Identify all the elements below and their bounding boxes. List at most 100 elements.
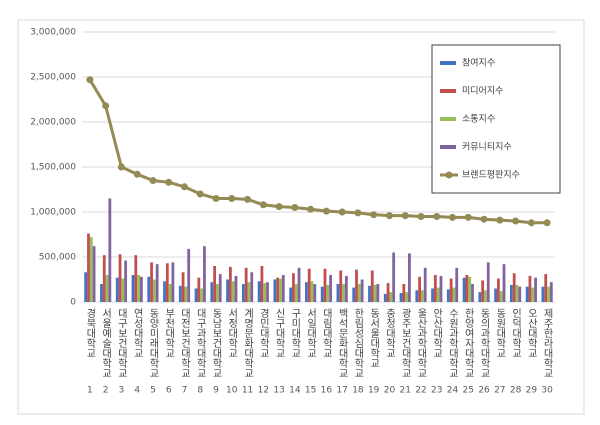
- rank-label: 12: [258, 386, 269, 396]
- x-tick-label: 대림대학교: [320, 308, 332, 358]
- bar: [436, 287, 440, 302]
- bar: [260, 266, 264, 302]
- bar: [171, 262, 175, 302]
- bar: [131, 275, 135, 302]
- bar: [118, 254, 122, 302]
- line-marker: [385, 212, 393, 220]
- line-marker: [196, 190, 204, 198]
- bar: [502, 264, 506, 302]
- bar: [486, 262, 490, 302]
- rank-label: 23: [431, 386, 442, 396]
- x-tick-label: 오산대학교: [525, 308, 537, 358]
- rank-label: 29: [526, 386, 538, 396]
- x-tick-label: 대구과학대학교: [194, 308, 206, 378]
- bar: [370, 270, 374, 302]
- bar: [213, 266, 217, 302]
- bar: [168, 284, 172, 302]
- rank-label: 28: [510, 386, 522, 396]
- legend-label: 소통지수: [462, 114, 495, 125]
- bar: [226, 279, 229, 302]
- bar: [320, 286, 324, 302]
- bar: [250, 272, 254, 302]
- bar: [481, 280, 485, 302]
- bar: [216, 284, 219, 302]
- x-tick-label: 경민대학교: [257, 307, 269, 358]
- bar: [115, 277, 119, 302]
- x-tick-label: 서울예술대학교: [100, 308, 112, 378]
- bar: [342, 284, 345, 302]
- bar: [405, 292, 409, 302]
- y-tick-label: 500,000: [39, 253, 76, 263]
- bar: [89, 237, 93, 302]
- bar: [352, 287, 356, 302]
- rank-label: 16: [321, 386, 333, 396]
- bar: [515, 284, 519, 302]
- bar: [462, 277, 466, 302]
- bar: [87, 233, 90, 302]
- line-marker: [307, 205, 315, 213]
- rank-label: 21: [399, 386, 410, 396]
- bar: [276, 277, 280, 302]
- rank-label: 3: [119, 386, 125, 396]
- line-marker: [354, 209, 362, 217]
- bar: [408, 253, 411, 302]
- bar: [528, 275, 532, 302]
- x-tick-label: 서정대학교: [226, 308, 238, 358]
- x-tick-label: 한양여자대학교: [462, 308, 474, 378]
- x-tick-label: 대전보건대학교: [178, 308, 190, 378]
- bar: [455, 267, 459, 302]
- bar: [155, 264, 159, 302]
- bar: [294, 284, 298, 302]
- bar: [200, 288, 204, 302]
- line-marker: [496, 216, 504, 224]
- bar: [329, 275, 332, 302]
- bar: [194, 288, 198, 302]
- x-tick-label: 울산과학대학교: [415, 308, 427, 378]
- line-marker: [244, 195, 252, 203]
- bar: [163, 281, 166, 302]
- bar: [307, 268, 311, 302]
- rank-label: 9: [213, 386, 219, 396]
- bar: [137, 275, 140, 302]
- bar: [383, 293, 387, 302]
- line-marker: [338, 208, 346, 216]
- x-tick-label: 수원과학대학교: [447, 308, 459, 378]
- rank-label: 17: [336, 386, 347, 396]
- line-marker: [133, 170, 141, 178]
- rank-label: 6: [166, 386, 172, 396]
- bar: [465, 275, 469, 302]
- y-tick-label: 2,500,000: [30, 73, 76, 83]
- bar: [108, 198, 112, 302]
- line-marker: [165, 178, 173, 186]
- bar: [105, 275, 109, 302]
- bar: [305, 282, 308, 302]
- line-marker: [512, 217, 520, 225]
- bar: [360, 279, 364, 302]
- bar: [231, 281, 235, 302]
- bar: [228, 266, 232, 302]
- rank-label: 13: [273, 386, 284, 396]
- x-tick-label: 안산대학교: [431, 308, 443, 358]
- rank-label: 25: [463, 386, 474, 396]
- bar: [84, 272, 88, 302]
- bar: [323, 268, 327, 302]
- rank-label: 24: [447, 386, 459, 396]
- bar: [244, 267, 248, 302]
- x-tick-label: 대구보건대학교: [115, 308, 127, 378]
- x-tick-label: 동양미래대학교: [147, 308, 159, 378]
- line-marker: [275, 203, 283, 211]
- bar: [289, 287, 293, 302]
- x-tick-label: 계명문화대학교: [242, 308, 254, 378]
- x-tick-label: 한림성심대학교: [352, 308, 364, 378]
- bar: [310, 281, 314, 302]
- x-tick-label: 신구대학교: [273, 308, 285, 358]
- line-marker: [464, 213, 472, 221]
- bar: [281, 275, 285, 302]
- line-marker: [228, 195, 236, 202]
- line-marker: [480, 215, 488, 223]
- x-tick-label: 연성대학교: [131, 308, 143, 358]
- line-marker: [543, 219, 551, 227]
- rank-label: 2: [103, 386, 109, 396]
- bar: [494, 288, 498, 302]
